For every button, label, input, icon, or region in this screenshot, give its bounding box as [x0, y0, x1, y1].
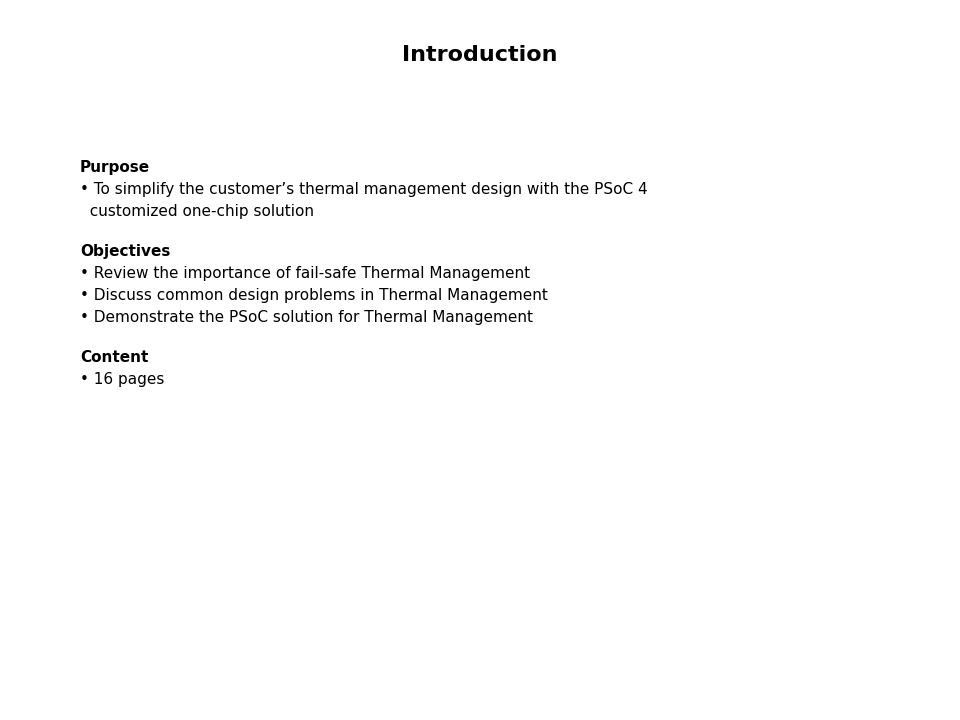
- Text: • Demonstrate the PSoC solution for Thermal Management: • Demonstrate the PSoC solution for Ther…: [80, 310, 533, 325]
- Text: • To simplify the customer’s thermal management design with the PSoC 4: • To simplify the customer’s thermal man…: [80, 182, 648, 197]
- Text: Content: Content: [80, 350, 149, 365]
- Text: Objectives: Objectives: [80, 244, 170, 259]
- Text: customized one-chip solution: customized one-chip solution: [80, 204, 314, 219]
- Text: • Review the importance of fail-safe Thermal Management: • Review the importance of fail-safe The…: [80, 266, 530, 281]
- Text: • 16 pages: • 16 pages: [80, 372, 164, 387]
- Text: • Discuss common design problems in Thermal Management: • Discuss common design problems in Ther…: [80, 288, 548, 303]
- Text: Introduction: Introduction: [402, 45, 558, 65]
- Text: Purpose: Purpose: [80, 160, 150, 175]
